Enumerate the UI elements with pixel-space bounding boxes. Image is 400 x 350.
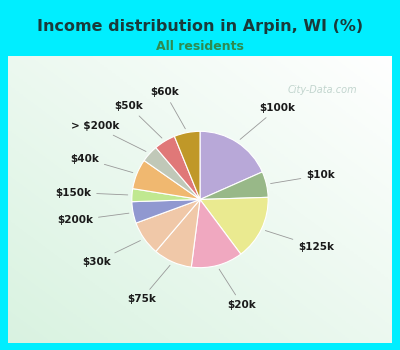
Wedge shape bbox=[191, 199, 241, 268]
Text: $20k: $20k bbox=[219, 269, 256, 310]
Text: $125k: $125k bbox=[265, 231, 334, 252]
Wedge shape bbox=[200, 131, 262, 200]
Text: $40k: $40k bbox=[70, 154, 133, 173]
Wedge shape bbox=[200, 197, 268, 254]
Text: All residents: All residents bbox=[156, 40, 244, 53]
Wedge shape bbox=[133, 161, 200, 199]
Wedge shape bbox=[136, 199, 200, 251]
Wedge shape bbox=[174, 131, 200, 200]
Text: City-Data.com: City-Data.com bbox=[288, 85, 358, 96]
Wedge shape bbox=[132, 199, 200, 223]
Wedge shape bbox=[132, 189, 200, 202]
Text: Income distribution in Arpin, WI (%): Income distribution in Arpin, WI (%) bbox=[37, 19, 363, 34]
Text: $75k: $75k bbox=[127, 265, 170, 304]
Wedge shape bbox=[144, 148, 200, 199]
Wedge shape bbox=[200, 172, 268, 199]
Text: $100k: $100k bbox=[240, 103, 296, 139]
Wedge shape bbox=[156, 199, 200, 267]
Wedge shape bbox=[156, 136, 200, 200]
Text: $150k: $150k bbox=[55, 188, 128, 197]
Text: $60k: $60k bbox=[150, 88, 185, 129]
Text: $30k: $30k bbox=[82, 240, 140, 267]
Text: $200k: $200k bbox=[57, 213, 129, 225]
Text: $50k: $50k bbox=[115, 101, 162, 138]
Text: $10k: $10k bbox=[270, 170, 335, 183]
Text: > $200k: > $200k bbox=[71, 121, 146, 152]
